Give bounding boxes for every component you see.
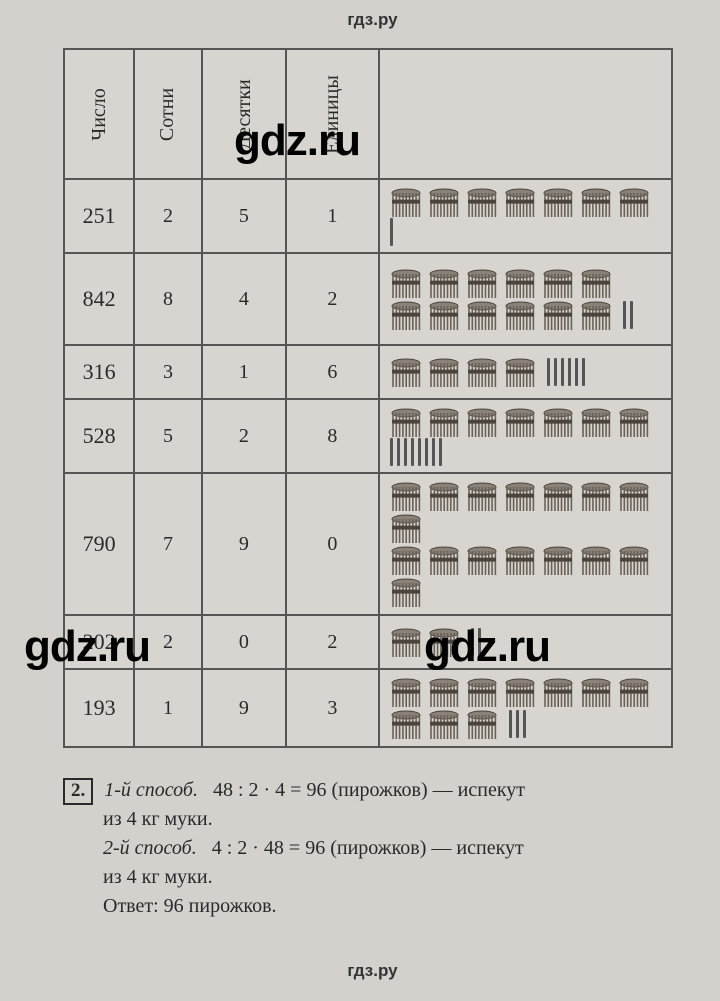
place-value-table: Число Сотни Десятки Единицы 251 2 5 1 — [63, 48, 673, 748]
stick-icon — [561, 358, 564, 386]
stick-icon — [404, 438, 407, 466]
table-row: 316 3 1 6 — [64, 345, 672, 399]
stick-icon — [439, 438, 442, 466]
col-sotni: Сотни — [134, 49, 201, 179]
cell-tens: 9 — [202, 669, 287, 747]
cell-hundreds: 1 — [134, 669, 201, 747]
stick-icon — [411, 438, 414, 466]
stick-icon — [547, 358, 550, 386]
cell-pictogram — [379, 615, 672, 669]
stick-icon — [554, 358, 557, 386]
col-edinitsy: Единицы — [286, 49, 379, 179]
table-row: 528 5 2 8 — [64, 399, 672, 473]
stick-icon — [509, 710, 512, 738]
task-2: 2. 1-й способ. 48 : 2 · 4 = 96 (пирожков… — [63, 776, 690, 921]
stick-icon — [397, 438, 400, 466]
method-2-expr: 4 : 2 · 48 = 96 (пирожков) — испекут — [212, 837, 524, 859]
stick-icon — [432, 438, 435, 466]
stick-icon — [471, 628, 474, 656]
cell-number: 251 — [64, 179, 134, 253]
stick-icon — [478, 628, 481, 656]
method-1-label: 1-й способ. — [104, 779, 198, 801]
method-2-label: 2-й способ. — [103, 837, 197, 859]
method-1-cont: из 4 кг муки. — [103, 805, 690, 834]
table-row: 842 8 4 2 — [64, 253, 672, 345]
stick-icon — [630, 301, 633, 329]
cell-tens: 4 — [202, 253, 287, 345]
cell-units: 0 — [286, 473, 379, 615]
method-1-expr: 48 : 2 · 4 = 96 (пирожков) — испекут — [213, 779, 525, 801]
cell-hundreds: 7 — [134, 473, 201, 615]
cell-units: 1 — [286, 179, 379, 253]
col-pictogram — [379, 49, 672, 179]
cell-number: 193 — [64, 669, 134, 747]
stick-icon — [523, 710, 526, 738]
cell-hundreds: 3 — [134, 345, 201, 399]
cell-units: 2 — [286, 253, 379, 345]
col-chislo: Число — [64, 49, 134, 179]
stick-icon — [623, 301, 626, 329]
cell-tens: 0 — [202, 615, 287, 669]
cell-pictogram — [379, 473, 672, 615]
cell-tens: 1 — [202, 345, 287, 399]
cell-units: 6 — [286, 345, 379, 399]
cell-tens: 5 — [202, 179, 287, 253]
cell-hundreds: 5 — [134, 399, 201, 473]
stick-icon — [418, 438, 421, 466]
cell-hundreds: 8 — [134, 253, 201, 345]
cell-number: 842 — [64, 253, 134, 345]
stick-icon — [568, 358, 571, 386]
method-2-cont: из 4 кг муки. — [103, 863, 690, 892]
cell-number: 316 — [64, 345, 134, 399]
cell-number: 202 — [64, 615, 134, 669]
cell-pictogram — [379, 253, 672, 345]
bottom-site-label: гдз.ру — [55, 961, 690, 981]
top-site-label: гдз.ру — [55, 10, 690, 30]
cell-number: 790 — [64, 473, 134, 615]
table-row: 193 1 9 3 — [64, 669, 672, 747]
task-number: 2. — [63, 778, 93, 805]
table-row: 202 2 0 2 — [64, 615, 672, 669]
cell-pictogram — [379, 345, 672, 399]
cell-units: 3 — [286, 669, 379, 747]
stick-icon — [575, 358, 578, 386]
stick-icon — [582, 358, 585, 386]
table-row: 790 7 9 0 — [64, 473, 672, 615]
cell-units: 2 — [286, 615, 379, 669]
cell-units: 8 — [286, 399, 379, 473]
stick-icon — [390, 438, 393, 466]
stick-icon — [425, 438, 428, 466]
table-row: 251 2 5 1 — [64, 179, 672, 253]
cell-hundreds: 2 — [134, 179, 201, 253]
cell-pictogram — [379, 669, 672, 747]
cell-pictogram — [379, 399, 672, 473]
cell-tens: 9 — [202, 473, 287, 615]
answer: Ответ: 96 пирожков. — [103, 892, 690, 921]
cell-number: 528 — [64, 399, 134, 473]
cell-hundreds: 2 — [134, 615, 201, 669]
stick-icon — [390, 218, 393, 246]
stick-icon — [516, 710, 519, 738]
col-desyatki: Десятки — [202, 49, 287, 179]
cell-pictogram — [379, 179, 672, 253]
cell-tens: 2 — [202, 399, 287, 473]
